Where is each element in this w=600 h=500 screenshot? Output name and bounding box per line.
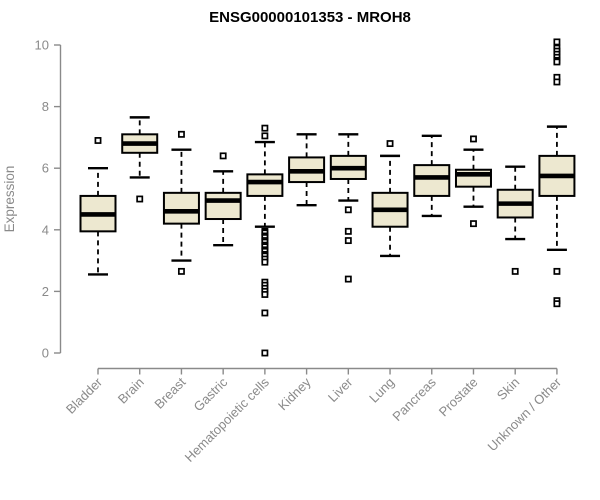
outlier-brain [136, 195, 144, 203]
outlier-unknown-other [553, 267, 561, 275]
x-category-label: Brain [115, 375, 147, 407]
x-category-label: Bladder [63, 374, 106, 417]
y-tick-label: 8 [42, 99, 49, 114]
outlier-skin [511, 267, 519, 275]
y-tick-label: 4 [42, 222, 49, 237]
x-category-label: Skin [494, 375, 522, 403]
outlier-lung [386, 140, 394, 148]
x-category-label: Pancreas [389, 374, 439, 424]
outlier-hematopoietic-cells [261, 258, 269, 266]
outlier-unknown-other [553, 78, 561, 86]
outlier-gastric [219, 152, 227, 160]
outlier-liver [344, 227, 352, 235]
outlier-prostate [470, 135, 477, 143]
outlier-liver [344, 237, 352, 245]
outlier-breast [177, 130, 185, 138]
y-tick-label: 6 [42, 161, 49, 176]
y-tick-label: 2 [42, 284, 49, 299]
x-category-label: Lung [366, 375, 397, 406]
x-category-label: Liver [325, 374, 356, 405]
x-category-label: Unknown / Other [484, 374, 564, 454]
outlier-unknown-other [553, 300, 561, 308]
chart-title: ENSG00000101353 - MROH8 [209, 9, 411, 26]
y-tick-label: 0 [42, 346, 49, 361]
y-tick-label: 10 [35, 38, 49, 53]
x-category-label: Breast [151, 374, 188, 411]
outlier-unknown-other [553, 58, 561, 66]
x-category-label: Gastric [191, 374, 231, 414]
box-pancreas [413, 164, 451, 197]
outlier-liver [344, 275, 352, 283]
outlier-unknown-other [553, 38, 561, 46]
outlier-liver [344, 206, 352, 214]
y-axis-title: Expression [2, 166, 17, 233]
outlier-hematopoietic-cells [261, 132, 269, 140]
box-breast [162, 191, 200, 225]
box-gastric [204, 191, 242, 221]
x-category-label: Kidney [275, 374, 314, 413]
outlier-hematopoietic-cells [261, 291, 269, 298]
box-hematopoietic-cells [246, 173, 284, 197]
outlier-breast [177, 267, 185, 275]
outlier-prostate [470, 220, 477, 228]
outlier-bladder [94, 137, 102, 144]
outlier-hematopoietic-cells [261, 124, 269, 132]
boxes-group [79, 38, 576, 357]
outlier-hematopoietic-cells [261, 349, 269, 357]
outlier-hematopoietic-cells [261, 309, 269, 317]
x-category-label: Prostate [436, 375, 481, 420]
